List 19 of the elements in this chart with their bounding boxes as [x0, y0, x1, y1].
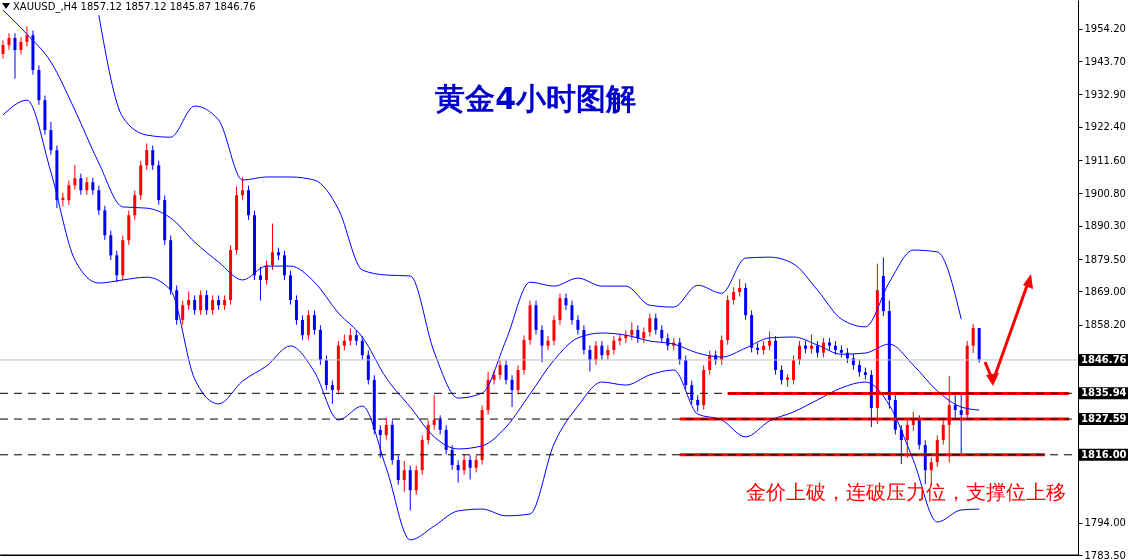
y-tick-label: 1890.30 — [1084, 220, 1126, 232]
y-tick-label: 1783.50 — [1084, 549, 1126, 560]
y-tick-label: 1954.20 — [1084, 23, 1126, 35]
ref-line-label: 1816.00 — [1081, 448, 1127, 460]
chart-subtitle: XAUUSD_,H4 1857.12 1857.12 1845.87 1846.76 — [13, 1, 256, 13]
ref-line-label: 1827.59 — [1081, 413, 1127, 425]
y-tick-label: 1932.90 — [1084, 88, 1126, 100]
y-tick-label: 1911.60 — [1084, 154, 1126, 166]
ref-line-label: 1835.94 — [1081, 387, 1127, 399]
y-tick-label: 1900.80 — [1084, 187, 1126, 199]
text: 黄金4小时图解 — [435, 81, 637, 116]
y-tick-label: 1943.70 — [1084, 55, 1126, 67]
y-tick-label: 1922.40 — [1084, 121, 1126, 133]
y-tick-label: 1879.50 — [1084, 253, 1126, 265]
y-tick-label: 1794.00 — [1084, 517, 1126, 529]
annotation: 金价上破，连破压力位，支撑位上移 — [746, 480, 1066, 504]
y-tick-label: 1858.20 — [1084, 319, 1126, 331]
ref-line-label: 1846.76 — [1081, 353, 1127, 365]
y-tick-label: 1869.00 — [1084, 285, 1126, 297]
